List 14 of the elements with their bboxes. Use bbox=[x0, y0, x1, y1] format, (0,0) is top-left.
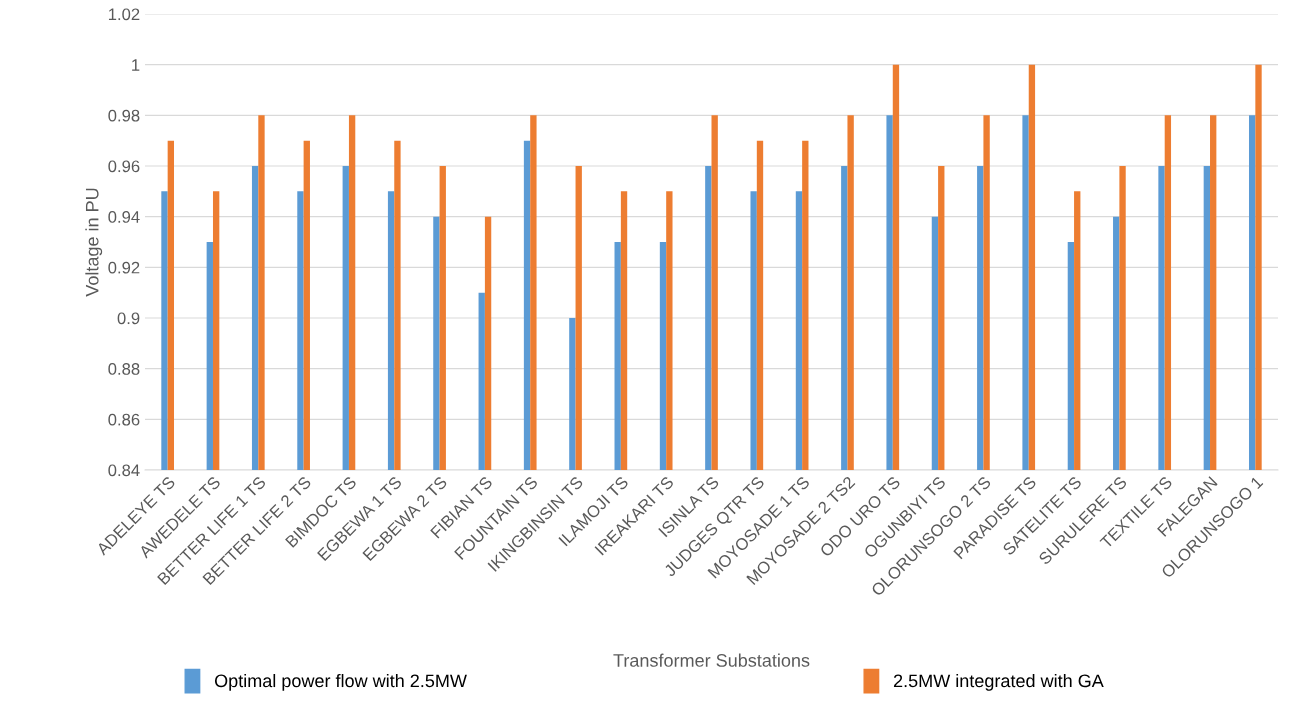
y-tick-label: 0.98 bbox=[108, 109, 140, 122]
y-tick-label: 1.02 bbox=[108, 8, 140, 21]
x-axis-title: Transformer Substations bbox=[613, 653, 810, 667]
y-tick-label: 0.84 bbox=[108, 464, 140, 477]
y-tick-label: 0.96 bbox=[108, 160, 140, 173]
y-tick-label: 0.9 bbox=[117, 312, 140, 325]
y-axis-title: Voltage in PU bbox=[85, 188, 103, 297]
y-tick-label: 0.88 bbox=[108, 363, 140, 375]
legend-label: 2.5MW integrated with GA bbox=[893, 673, 1104, 691]
legend-label: Optimal power flow with 2.5MW bbox=[214, 673, 467, 691]
y-tick-label: 0.92 bbox=[108, 261, 140, 274]
y-tick-label: 0.86 bbox=[108, 413, 140, 426]
y-tick-label: 1 bbox=[132, 59, 140, 71]
y-tick-label: 0.94 bbox=[108, 211, 140, 223]
